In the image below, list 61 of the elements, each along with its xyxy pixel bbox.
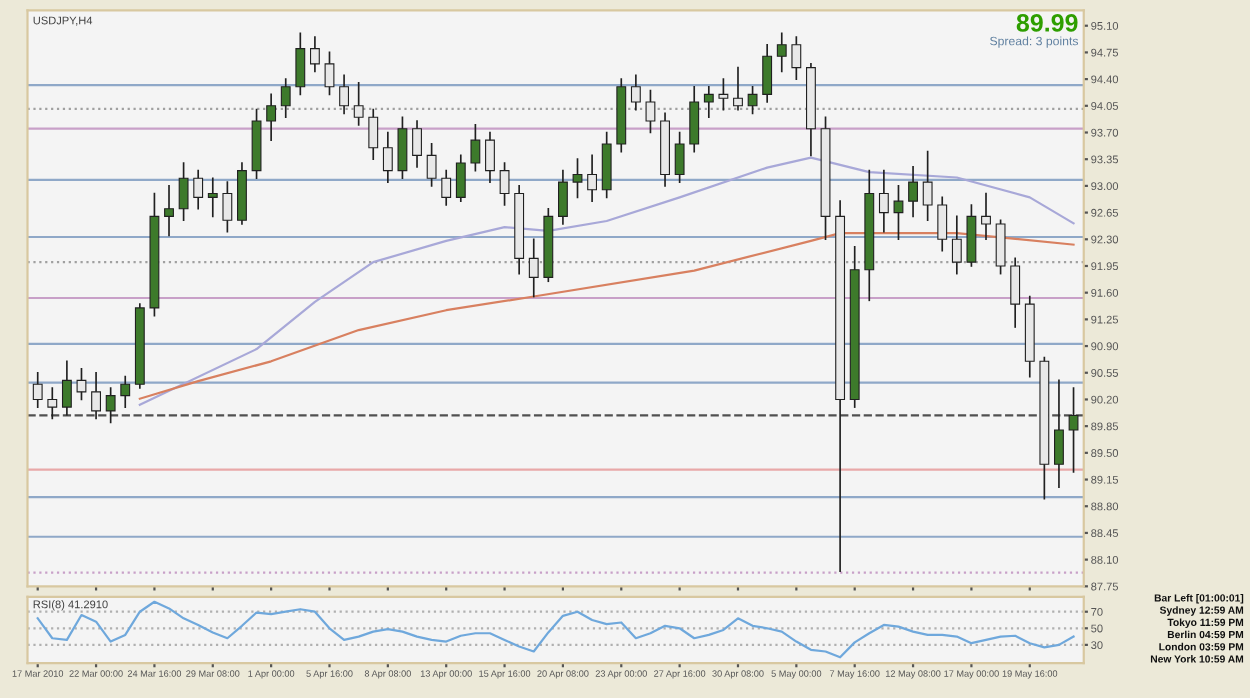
candlestick [762, 43, 773, 103]
candlestick [951, 215, 962, 275]
candlestick [382, 131, 393, 183]
candlestick [470, 124, 481, 172]
candlestick [587, 154, 598, 202]
candlestick [645, 89, 656, 134]
line-series [138, 156, 1075, 406]
line-series [138, 232, 1075, 400]
candlestick [120, 375, 131, 408]
candlestick [747, 85, 758, 115]
candlestick [47, 387, 58, 420]
candlestick [295, 32, 306, 96]
candlestick [91, 371, 102, 420]
candlestick [499, 162, 510, 206]
candlestick [32, 371, 43, 408]
candlestick [397, 116, 408, 180]
candlestick [674, 131, 685, 183]
candlestick [966, 204, 977, 267]
candlestick [222, 181, 233, 233]
candlestick [528, 238, 539, 298]
candlestick [601, 131, 612, 199]
candlestick [791, 36, 802, 80]
annotation: 89.99 [1016, 14, 1078, 32]
candlestick [178, 162, 189, 222]
candlestick [908, 165, 918, 218]
candlestick [455, 154, 466, 202]
candlestick [193, 169, 204, 210]
candlestick [485, 131, 495, 183]
candlestick [368, 108, 379, 161]
candlestick [426, 143, 437, 187]
candlestick [937, 196, 948, 252]
candlestick [733, 66, 743, 111]
candlestick [76, 368, 87, 401]
candlestick [105, 387, 116, 424]
candlestick [703, 85, 714, 119]
candlestick [280, 78, 291, 119]
candlestick [776, 32, 787, 73]
candlestick [441, 169, 452, 206]
candlestick [207, 177, 218, 218]
candlestick [630, 74, 641, 111]
candlestick [922, 150, 933, 222]
candlestick [1010, 257, 1021, 328]
candlestick [878, 169, 889, 233]
candlestick [412, 120, 422, 168]
candlestick [61, 360, 72, 416]
candlestick [266, 93, 277, 141]
candlestick [689, 85, 700, 153]
candlestick [893, 185, 904, 241]
line-series [36, 600, 1075, 659]
candlestick [981, 192, 991, 241]
candlestick [309, 36, 320, 73]
candlestick [718, 78, 729, 111]
candlestick [995, 219, 1006, 275]
candlestick [324, 51, 335, 96]
candlestick [353, 82, 364, 126]
candlestick [1068, 387, 1079, 473]
candlestick [164, 185, 174, 237]
candlestick [339, 74, 350, 115]
candlestick [572, 158, 583, 199]
candlestick [557, 169, 568, 225]
candlestick [1054, 379, 1064, 489]
